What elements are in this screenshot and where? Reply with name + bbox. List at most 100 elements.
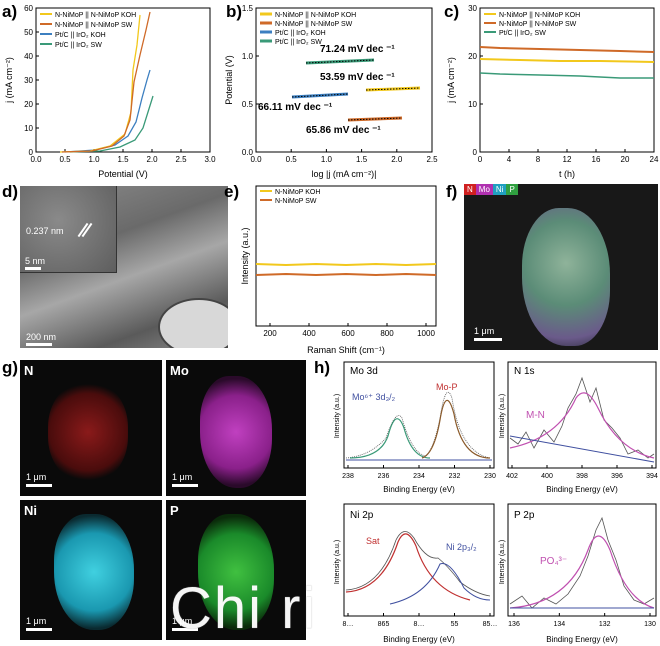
element-mo-badge: Mo: [475, 184, 493, 195]
eds-overlay-image: N Mo Ni P 1 μm: [464, 184, 658, 350]
mo3d-peak2: Mo-P: [436, 382, 458, 392]
inset-scale-bar: [25, 267, 41, 270]
panel-e-xtick-label: 600: [341, 329, 355, 338]
map-mo: Mo 1 μm: [166, 360, 306, 496]
panel-c-ytick-label: 20: [468, 52, 477, 61]
n1s-xtick-label: 396: [611, 473, 623, 480]
panel-b-xtick-label: 1.0: [321, 155, 333, 164]
panel-a-ytick-label: 50: [24, 28, 33, 37]
c-curve-nimop-sw: [479, 46, 655, 53]
mo3d-xtick-label: 232: [449, 473, 461, 480]
e-legend-1: N-NiMoP KOH: [275, 189, 320, 196]
c-curve-nimop-koh: [479, 58, 655, 63]
c-legend-2: N-NiMoP || N-NiMoP SW: [499, 21, 577, 28]
n1s-xtick-label: 402: [506, 473, 518, 480]
panel-c-xlabel: t (h): [559, 169, 575, 179]
eds-particle: [522, 208, 610, 346]
e-legend-2: N-NiMoP SW: [275, 198, 317, 205]
b-legend-2: N-NiMoP || N-NiMoP SW: [275, 21, 353, 28]
a-legend-4: Pt/C || IrO₂ SW: [55, 42, 102, 49]
mo3d-xtick-label: 234: [413, 473, 425, 480]
mo3d-peak1: Mo⁶⁺ 3d₃/₂: [352, 392, 396, 402]
panel-label-a: a): [2, 2, 18, 21]
panel-a-xlabel: Potential (V): [98, 169, 148, 179]
a-curve-pt-koh: [64, 69, 151, 153]
panel-b-chart: 0.0 0.5 1.0 1.5 2.0 2.5 0.0 0.5 1.0 1.5 log |j (m…: [224, 4, 438, 179]
map-mo-scale: 1 μm: [172, 472, 193, 482]
map-n-scale: 1 μm: [26, 472, 47, 482]
map-p: P 1 μm: [166, 500, 306, 640]
panel-a-ytick-label: 10: [24, 124, 33, 133]
xps-mo3d-chart: Mo 3d Mo⁶⁺ 3d₃/₂ Mo-P 238 236 234 232 230 Bi…: [334, 361, 496, 494]
panel-e-chart: 200 400 600 800 1000 Raman Shift (cm⁻¹) Inte…: [240, 185, 437, 355]
p2p-ylabel: Intensity (a.u.): [499, 540, 506, 584]
panel-c-xtick-label: 4: [507, 155, 512, 164]
n1s-xtick-label: 400: [541, 473, 553, 480]
panel-label-g: g): [2, 358, 19, 377]
element-n-badge: N: [464, 184, 476, 195]
n1s-title: N 1s: [514, 366, 535, 377]
mo3d-xtick-label: 236: [378, 473, 390, 480]
b-annot-1: 71.24 mV dec ⁻¹: [320, 44, 395, 55]
p2p-peak1: PO₄³⁻: [540, 556, 567, 567]
c-legend-3: Pt/C || IrO₂ SW: [499, 30, 546, 37]
eds-scale-label: 1 μm: [474, 326, 495, 336]
map-p-scale: 1 μm: [172, 616, 193, 626]
tem-image: 0.237 nm 5 nm 200 nm: [20, 186, 228, 348]
ni2p-xtick-label: 8…: [343, 621, 354, 628]
panel-label-d: d): [2, 182, 19, 201]
mo3d-ylabel: Intensity (a.u.): [334, 394, 341, 438]
panel-label-b: b): [226, 2, 243, 21]
panel-c-xtick-label: 16: [592, 155, 601, 164]
element-legend: N Mo Ni P: [464, 184, 518, 195]
panel-e-ylabel: Intensity (a.u.): [240, 227, 250, 284]
panel-label-c: c): [444, 2, 460, 21]
e-curve-koh: [255, 262, 437, 267]
panel-c-xtick-label: 12: [563, 155, 572, 164]
inset-scale-label: 5 nm: [25, 256, 46, 266]
b-annot-4: 65.86 mV dec ⁻¹: [306, 125, 381, 136]
mo3d-xtick-label: 230: [484, 473, 496, 480]
panel-b-xtick-label: 0.0: [250, 155, 262, 164]
panel-a-ytick-label: 30: [24, 76, 33, 85]
b-legend-3: Pt/C || IrO₂ KOH: [275, 30, 326, 37]
panel-c-ytick-label: 0: [473, 148, 478, 157]
eds-scale-bar: [474, 338, 502, 341]
c-legend-1: N-NiMoP || N-NiMoP KOH: [499, 12, 580, 19]
element-ni-badge: Ni: [492, 184, 507, 195]
panel-c-ytick-label: 30: [468, 4, 477, 13]
panel-c-ylabel: j (mA cm⁻²): [446, 57, 456, 104]
n1s-peak1: M-N: [526, 410, 545, 421]
a-legend-1: N-NiMoP || N-NiMoP KOH: [55, 12, 136, 19]
p2p-xtick-label: 136: [508, 621, 520, 628]
panel-a-ytick-label: 0: [29, 148, 34, 157]
panel-a-xtick-label: 2.5: [175, 155, 187, 164]
panel-c-xtick-label: 8: [536, 155, 541, 164]
n1s-ylabel: Intensity (a.u.): [499, 394, 506, 438]
a-legend-3: Pt/C || IrO₂ KOH: [55, 32, 106, 39]
ni2p-ylabel: Intensity (a.u.): [334, 540, 341, 584]
panel-label-e: e): [224, 182, 240, 201]
ni2p-xtick-label: 8…: [414, 621, 425, 628]
panel-b-ytick-label: 1.0: [242, 52, 254, 61]
panel-a-ylabel: j (mA cm⁻²): [4, 57, 14, 104]
panel-e-xlabel: Raman Shift (cm⁻¹): [307, 345, 385, 355]
a-legend-2: N-NiMoP || N-NiMoP SW: [55, 22, 133, 29]
a-curve-nimop-sw: [61, 11, 151, 153]
b-annot-3: 66.11 mV dec ⁻¹: [258, 102, 333, 113]
element-p-badge: P: [506, 184, 518, 195]
panel-b-xlabel: log |j (mA cm⁻²)|: [312, 169, 377, 179]
n1s-xtick-label: 398: [576, 473, 588, 480]
panel-a-xtick-label: 1.0: [88, 155, 100, 164]
panel-b-xtick-label: 2.0: [391, 155, 403, 164]
p2p-xlabel: Binding Energy (eV): [546, 635, 618, 644]
panel-b-ytick-label: 1.5: [242, 4, 254, 13]
ni2p-peak1: Sat: [366, 536, 380, 546]
ni2p-xlabel: Binding Energy (eV): [383, 635, 455, 644]
map-p-label: P: [170, 503, 179, 518]
panel-a-xtick-label: 0.5: [59, 155, 71, 164]
p2p-xtick-label: 134: [553, 621, 565, 628]
xps-n1s-chart: N 1s M-N 402 400 398 396 394 Binding Energy …: [499, 361, 658, 494]
e-curve-sw: [255, 272, 437, 277]
b-legend-4: Pt/C || IrO₂ SW: [275, 39, 322, 46]
